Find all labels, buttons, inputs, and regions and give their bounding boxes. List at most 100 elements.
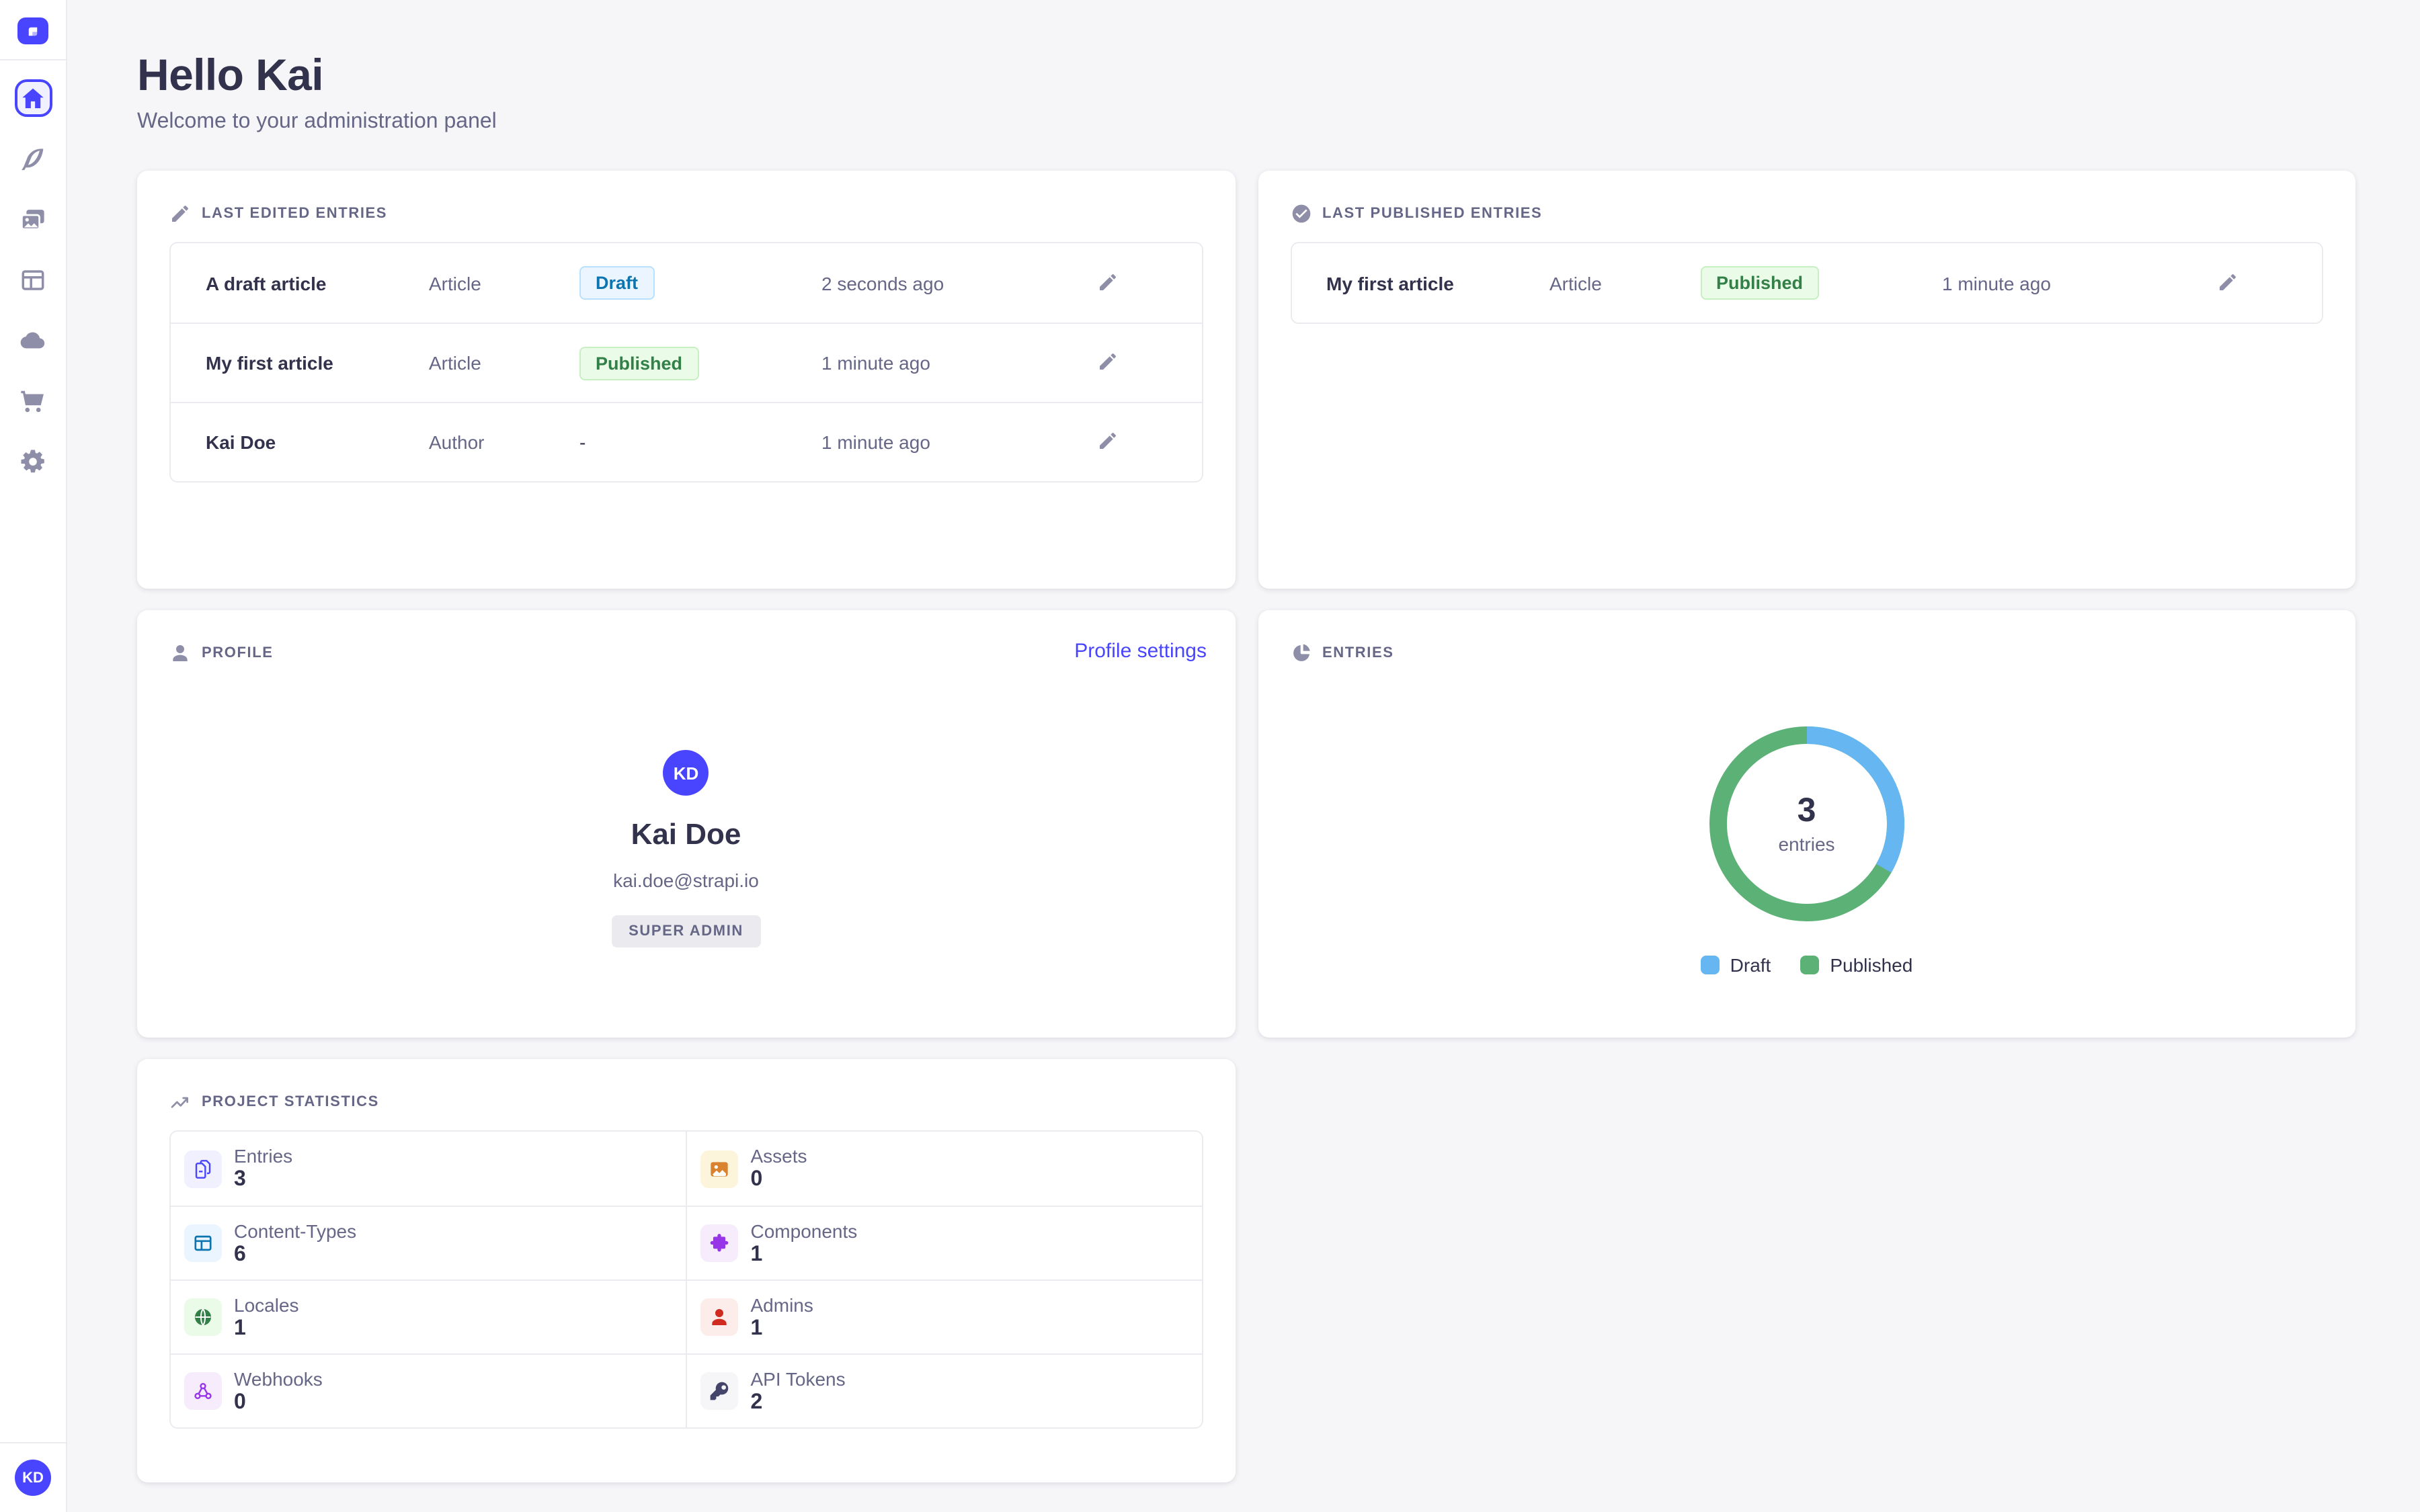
- entry-type: Article: [429, 352, 481, 374]
- status-badge: Published: [1700, 266, 1820, 300]
- stat-api-tokens: API Tokens 2: [686, 1353, 1201, 1427]
- stat-label: Webhooks: [234, 1368, 323, 1389]
- entry-type: Article: [1549, 272, 1602, 294]
- profile-settings-link[interactable]: Profile settings: [1074, 640, 1207, 663]
- status-badge: Published: [579, 346, 699, 380]
- project-statistics-card: PROJECT STATISTICS Entries 3 Assets 0 Cont…: [137, 1059, 1235, 1482]
- pencil-icon: [169, 203, 191, 224]
- last-published-header: LAST PUBLISHED ENTRIES: [1258, 171, 2355, 224]
- last-edited-entries-card: LAST EDITED ENTRIES A draft article Arti…: [137, 171, 1235, 589]
- entry-type: Article: [429, 272, 481, 294]
- stat-value: 6: [234, 1243, 246, 1265]
- globe-icon: [184, 1298, 222, 1336]
- card-title: PROFILE: [202, 645, 274, 661]
- profile-avatar: KD: [663, 750, 709, 796]
- legend-item-draft: Draft: [1700, 954, 1771, 976]
- page-title: Hello Kai: [137, 50, 324, 99]
- profile-body: KD Kai Doe kai.doe@strapi.io SUPER ADMIN: [137, 664, 1235, 948]
- sidebar-item-deploy[interactable]: [14, 321, 52, 359]
- profile-name: Kai Doe: [631, 817, 741, 851]
- stat-components: Components 1: [686, 1206, 1201, 1279]
- status-badge: Draft: [579, 266, 655, 300]
- card-title: LAST EDITED ENTRIES: [202, 206, 388, 222]
- pencil-icon: [1099, 433, 1115, 449]
- edit-entry-button[interactable]: [2216, 271, 2240, 295]
- last-published-table: My first article Article Published 1 min…: [1290, 242, 2323, 324]
- sidebar-item-content-type-builder[interactable]: [14, 261, 52, 298]
- sidebar-item-marketplace[interactable]: [14, 382, 52, 419]
- project-statistics-header: PROJECT STATISTICS: [137, 1059, 1235, 1113]
- stat-webhooks: Webhooks 0: [171, 1353, 686, 1427]
- stat-label: Content-Types: [234, 1220, 357, 1241]
- media-pictures-icon: [20, 208, 46, 230]
- stat-value: 1: [750, 1316, 763, 1339]
- entry-name: A draft article: [206, 272, 327, 294]
- stat-label: Assets: [750, 1145, 807, 1167]
- donut-chart-area: 3 entries Draft Published: [1258, 664, 2355, 976]
- table-row[interactable]: Kai Doe Author - 1 minute ago: [171, 402, 1201, 481]
- stat-entries: Entries 3: [171, 1132, 686, 1206]
- chart-legend: Draft Published: [1700, 954, 1912, 976]
- stat-locales: Locales 1: [171, 1279, 686, 1353]
- stat-label: Components: [750, 1220, 858, 1241]
- entries-header: ENTRIES: [1258, 610, 2355, 664]
- puzzle-icon: [700, 1224, 739, 1262]
- sidebar-bottom: KD: [0, 1427, 67, 1512]
- pie-chart-icon: [1290, 642, 1312, 664]
- entry-time: 1 minute ago: [1942, 272, 2051, 294]
- stats-table: Entries 3 Assets 0 Content-Types 6 Componen…: [169, 1130, 1203, 1429]
- layout-icon: [22, 269, 44, 290]
- page-subtitle: Welcome to your administration panel: [137, 110, 497, 133]
- pencil-icon: [1099, 274, 1115, 290]
- stat-label: Entries: [234, 1145, 293, 1167]
- legend-item-published: Published: [1800, 954, 1912, 976]
- admin-user-icon: [700, 1298, 739, 1336]
- gear-icon: [21, 449, 44, 472]
- trend-up-icon: [169, 1091, 191, 1113]
- dashboard-grid: LAST EDITED ENTRIES A draft article Arti…: [137, 171, 2355, 1482]
- last-edited-header: LAST EDITED ENTRIES: [137, 171, 1235, 224]
- draft-swatch: [1700, 956, 1720, 974]
- pencil-icon: [2220, 274, 2236, 290]
- stat-label: Locales: [234, 1294, 299, 1315]
- sidebar-item-content-manager[interactable]: [14, 140, 52, 177]
- last-published-entries-card: LAST PUBLISHED ENTRIES My first article …: [1258, 171, 2355, 589]
- stat-value: 3: [234, 1168, 246, 1191]
- last-edited-table: A draft article Article Draft 2 seconds …: [169, 242, 1203, 482]
- table-row[interactable]: My first article Article Published 1 min…: [1291, 243, 2322, 323]
- stat-label: Admins: [750, 1294, 813, 1315]
- profile-header: PROFILE: [137, 610, 1235, 664]
- person-icon: [169, 642, 191, 664]
- stat-content-types: Content-Types 6: [171, 1206, 686, 1279]
- cart-icon: [21, 390, 44, 412]
- legend-label: Published: [1830, 954, 1913, 976]
- sidebar-item-media-library[interactable]: [14, 200, 52, 238]
- feather-icon: [22, 148, 44, 170]
- entry-time: 1 minute ago: [821, 431, 930, 453]
- donut-chart: 3 entries: [1699, 716, 1914, 931]
- table-row[interactable]: My first article Article Published 1 min…: [171, 323, 1201, 402]
- edit-entry-button[interactable]: [1095, 430, 1119, 454]
- edit-entry-button[interactable]: [1095, 351, 1119, 375]
- edit-entry-button[interactable]: [1095, 271, 1119, 295]
- table-row[interactable]: A draft article Article Draft 2 seconds …: [171, 243, 1201, 323]
- sidebar-divider: [0, 59, 67, 60]
- donut-total-label: entries: [1778, 833, 1835, 855]
- stat-value: 1: [234, 1316, 246, 1339]
- sidebar-item-home[interactable]: [14, 79, 52, 117]
- sidebar-bottom-divider: [0, 1442, 67, 1443]
- legend-label: Draft: [1730, 954, 1771, 976]
- card-title: ENTRIES: [1322, 645, 1394, 661]
- entries-chart-card: ENTRIES 3 entries: [1258, 610, 2355, 1038]
- entry-time: 2 seconds ago: [821, 272, 944, 294]
- cloud-icon: [20, 331, 45, 348]
- card-title: LAST PUBLISHED ENTRIES: [1322, 206, 1543, 222]
- entry-time: 1 minute ago: [821, 352, 930, 374]
- sidebar-item-settings[interactable]: [14, 442, 52, 480]
- stat-value: 2: [750, 1390, 763, 1413]
- strapi-logo[interactable]: [17, 17, 48, 44]
- published-swatch: [1800, 956, 1820, 974]
- home-icon: [22, 87, 44, 108]
- user-avatar[interactable]: KD: [15, 1460, 51, 1496]
- donut-total-value: 3: [1797, 792, 1816, 830]
